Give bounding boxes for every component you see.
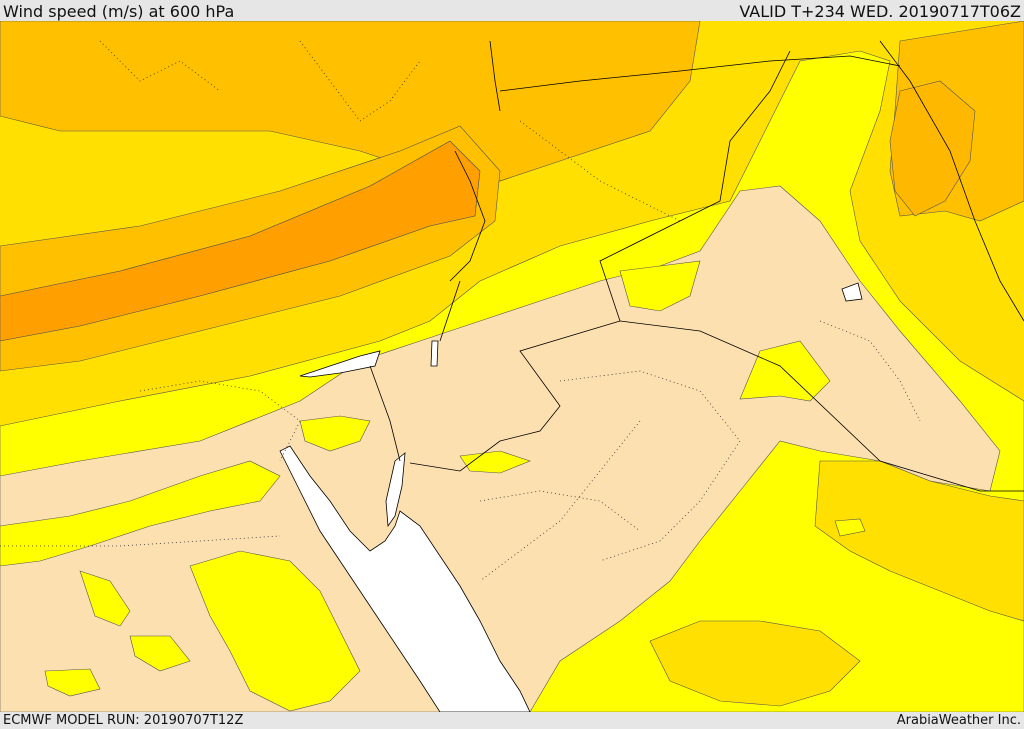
gulf-of-aqaba — [385, 452, 406, 528]
admin-boundaries — [0, 40, 921, 582]
band-15-20-jet — [0, 125, 501, 372]
persian-gulf-inlet — [841, 282, 863, 302]
credit-label: ArabiaWeather Inc. — [896, 713, 1021, 728]
model-run-label: ECMWF MODEL RUN: 20190707T12Z — [3, 713, 244, 728]
red-sea — [279, 445, 531, 712]
patch-5-10-j — [299, 415, 371, 452]
patch-5-10-a — [0, 460, 281, 567]
patch-10-15-southeast — [814, 460, 1024, 622]
dead-sea — [430, 340, 439, 367]
patch-10-15-south — [649, 620, 861, 707]
valid-time: VALID T+234 WED. 20190717T06Z — [739, 2, 1021, 21]
wind-speed-map — [0, 21, 1024, 712]
patch-5-10-e — [129, 635, 191, 672]
patch-5-10-c — [79, 570, 131, 627]
patch-5-10-h — [459, 450, 531, 474]
footer-bar: ECMWF MODEL RUN: 20190707T12Z ArabiaWeat… — [0, 712, 1024, 729]
mediterranean-coast — [299, 350, 381, 378]
map-title: Wind speed (m/s) at 600 hPa — [3, 2, 235, 21]
patch-5-10-f — [619, 260, 701, 312]
patch-5-10-d — [44, 668, 101, 697]
country-borders — [369, 40, 1024, 492]
header-bar: Wind speed (m/s) at 600 hPa VALID T+234 … — [0, 0, 1024, 21]
band-15-20-east-core — [889, 80, 976, 217]
patch-5-10-b — [189, 550, 361, 712]
patch-5-10-east-small — [834, 518, 866, 537]
